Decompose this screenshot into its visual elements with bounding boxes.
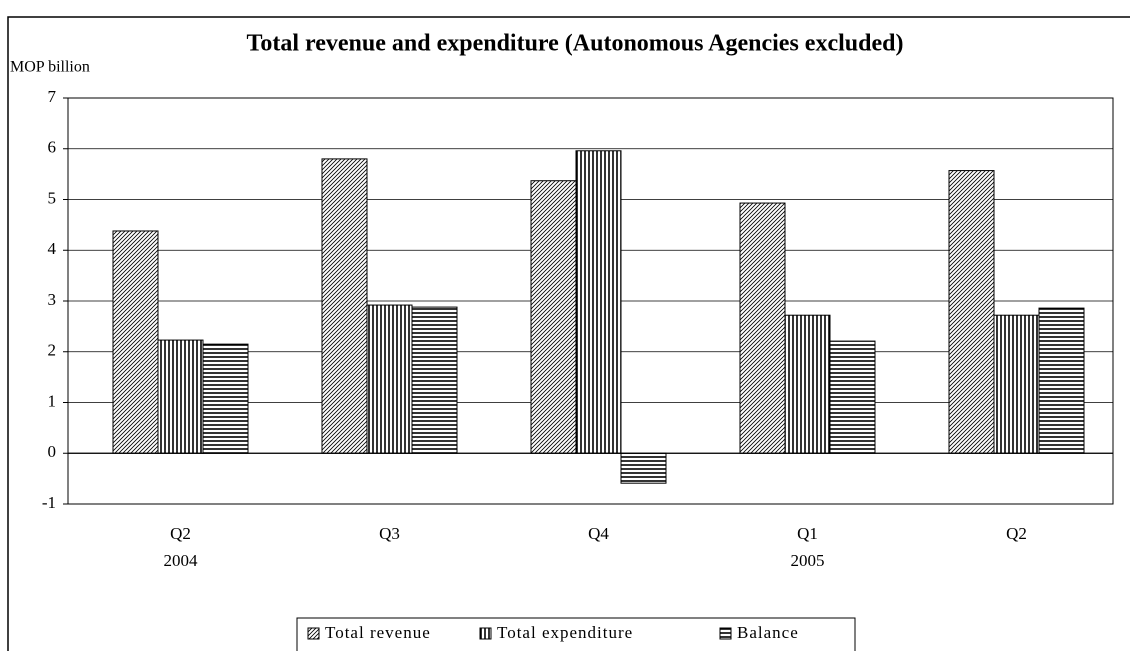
y-axis-label: MOP billion <box>10 59 90 76</box>
legend-swatch <box>307 627 320 640</box>
bar <box>784 314 831 454</box>
y-tick-label: 3 <box>48 290 57 309</box>
legend-swatch <box>719 627 732 640</box>
y-tick-label: -1 <box>42 493 56 512</box>
bar <box>112 230 159 454</box>
bar <box>620 452 667 484</box>
x-tick-label: Q2 <box>1006 524 1027 543</box>
y-tick-label: 2 <box>48 341 57 360</box>
x-group-label: 2004 <box>164 551 199 570</box>
legend-label: Total expenditure <box>497 623 633 642</box>
y-tick-label: 7 <box>48 87 57 106</box>
legend-label: Total revenue <box>325 623 431 642</box>
bar <box>993 314 1040 454</box>
legend-box <box>296 617 856 651</box>
y-tick-label: 0 <box>48 442 57 461</box>
legend-label: Balance <box>737 623 799 642</box>
x-tick-label: Q3 <box>379 524 400 543</box>
x-group-label: 2005 <box>791 551 825 570</box>
bar <box>366 304 413 454</box>
y-tick-label: 6 <box>48 138 57 157</box>
bar <box>321 158 368 454</box>
bar <box>575 150 622 454</box>
x-tick-label: Q4 <box>588 524 609 543</box>
bar <box>202 343 249 454</box>
bar <box>157 339 204 454</box>
y-tick-label: 5 <box>48 188 57 207</box>
bar <box>411 306 458 454</box>
frame <box>7 16 1130 651</box>
bar <box>948 170 995 454</box>
x-tick-label: Q2 <box>170 524 191 543</box>
bar <box>829 340 876 454</box>
bar <box>739 202 786 454</box>
y-tick-label: 4 <box>48 239 57 258</box>
chart-title: Total revenue and expenditure (Autonomou… <box>247 31 904 57</box>
bar <box>1038 307 1085 454</box>
x-tick-label: Q1 <box>797 524 818 543</box>
bar <box>530 180 577 454</box>
legend-swatch <box>479 627 492 640</box>
y-tick-label: 1 <box>48 391 57 410</box>
